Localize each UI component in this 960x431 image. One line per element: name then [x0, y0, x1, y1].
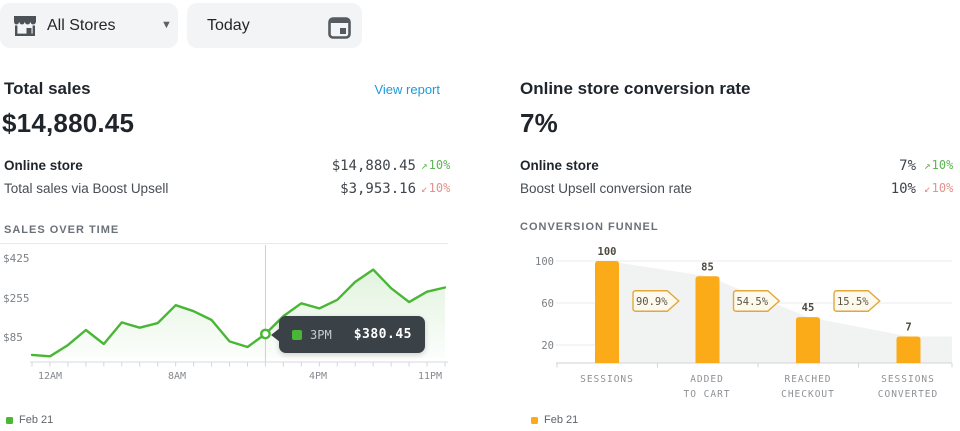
funnel-category-label: SESSIONS	[580, 374, 634, 385]
chart-tooltip: 3PM $380.45	[271, 316, 425, 353]
badge-tag-shape	[732, 290, 781, 312]
y-axis-tick: 60	[541, 298, 554, 310]
x-axis-tick: 11PM	[417, 371, 443, 382]
badge-percent-label: 15.5%	[837, 296, 869, 308]
date-selector-label: Today	[207, 17, 250, 34]
drop-rate-badge: 90.9%	[632, 290, 680, 312]
trend-badge: ↗10%	[421, 158, 450, 172]
funnel-shadow-area	[607, 261, 952, 363]
metric-label: Online store	[520, 158, 599, 173]
tooltip-time: 3PM	[310, 327, 332, 342]
badge-percent-label: 90.9%	[636, 296, 668, 308]
funnel-bar[interactable]	[595, 261, 619, 363]
legend-label: Feb 21	[544, 414, 579, 426]
funnel-bar[interactable]	[796, 317, 820, 363]
conversion-panel-title: Online store conversion rate	[520, 79, 751, 98]
sales-panel-title: Total sales	[4, 79, 91, 98]
x-axis-tick: 12AM	[37, 371, 63, 382]
tooltip-series-swatch	[292, 329, 302, 340]
metric-value: $3,953.16	[340, 181, 416, 197]
view-report-link[interactable]: View report	[374, 82, 440, 97]
drop-rate-badge: 54.5%	[732, 290, 781, 312]
y-axis-tick: 100	[535, 256, 554, 268]
trend-down-icon: ↙	[924, 182, 931, 195]
badge-percent-label: 54.5%	[736, 296, 768, 308]
badge-tag-shape	[833, 290, 881, 312]
trend-up-icon: ↗	[421, 159, 428, 172]
funnel-section-title: CONVERSION FUNNEL	[520, 221, 659, 233]
legend-label: Feb 21	[19, 414, 54, 426]
calendar-icon	[328, 17, 351, 39]
conversion-funnel-chart[interactable]: 100 60 20 100 85 45 7 90.9% 54.5% 15.5%	[518, 243, 960, 369]
bar-value-label: 100	[598, 246, 617, 258]
y-axis-tick: 20	[541, 340, 554, 352]
drop-rate-badge: 15.5%	[833, 290, 881, 312]
funnel-category-label: REACHED CHECKOUT	[781, 374, 835, 400]
sales-legend: Feb 21	[6, 414, 53, 426]
funnel-bar[interactable]	[896, 336, 921, 363]
store-selector-label: All Stores	[47, 17, 116, 34]
store-selector-button[interactable]: All Stores ▼	[0, 3, 178, 48]
bar-value-label: 45	[802, 302, 815, 314]
trend-value: 10%	[428, 181, 451, 195]
metric-label: Boost Upsell conversion rate	[520, 181, 692, 196]
y-axis-tick: $255	[3, 292, 30, 305]
total-sales-value: $14,880.45	[2, 108, 135, 138]
trend-down-icon: ↙	[421, 182, 428, 195]
badge-tag-shape	[632, 290, 680, 312]
legend-swatch-orange	[531, 416, 538, 424]
trend-up-icon: ↗	[924, 159, 931, 172]
date-selector-button[interactable]: Today	[187, 3, 362, 48]
metric-value: 7%	[899, 158, 916, 174]
sales-line	[30, 268, 447, 358]
bar-value-label: 85	[701, 261, 714, 273]
conversion-rate-value: 7%	[520, 108, 558, 138]
sales-chart-section-title: SALES OVER TIME	[4, 224, 120, 236]
bar-value-label: 7	[905, 321, 911, 333]
x-axis-tick: 8AM	[167, 371, 187, 382]
metric-label: Total sales via Boost Upsell	[4, 181, 169, 196]
trend-badge: ↙10%	[924, 181, 953, 195]
metric-value: 10%	[890, 181, 916, 197]
trend-badge: ↙10%	[421, 181, 450, 195]
y-axis-tick: $425	[3, 252, 30, 265]
funnel-bar[interactable]	[695, 276, 720, 363]
metric-label: Online store	[4, 158, 83, 173]
tooltip-value: $380.45	[353, 327, 412, 342]
funnel-legend: Feb 21	[531, 414, 578, 426]
trend-value: 10%	[428, 158, 451, 172]
storefront-icon	[14, 16, 36, 36]
hover-point-marker	[260, 328, 271, 340]
tooltip-arrow	[271, 328, 280, 342]
chevron-down-icon: ▼	[161, 19, 172, 31]
trend-badge: ↗10%	[924, 158, 953, 172]
trend-value: 10%	[931, 158, 954, 172]
legend-swatch-green	[6, 416, 13, 424]
y-axis-tick: $85	[3, 331, 23, 344]
funnel-category-label: ADDED TO CART	[683, 374, 731, 400]
funnel-category-label: SESSIONS CONVERTED	[877, 374, 939, 400]
x-axis-tick: 4PM	[308, 371, 328, 382]
metric-value: $14,880.45	[331, 158, 416, 174]
trend-value: 10%	[931, 181, 954, 195]
